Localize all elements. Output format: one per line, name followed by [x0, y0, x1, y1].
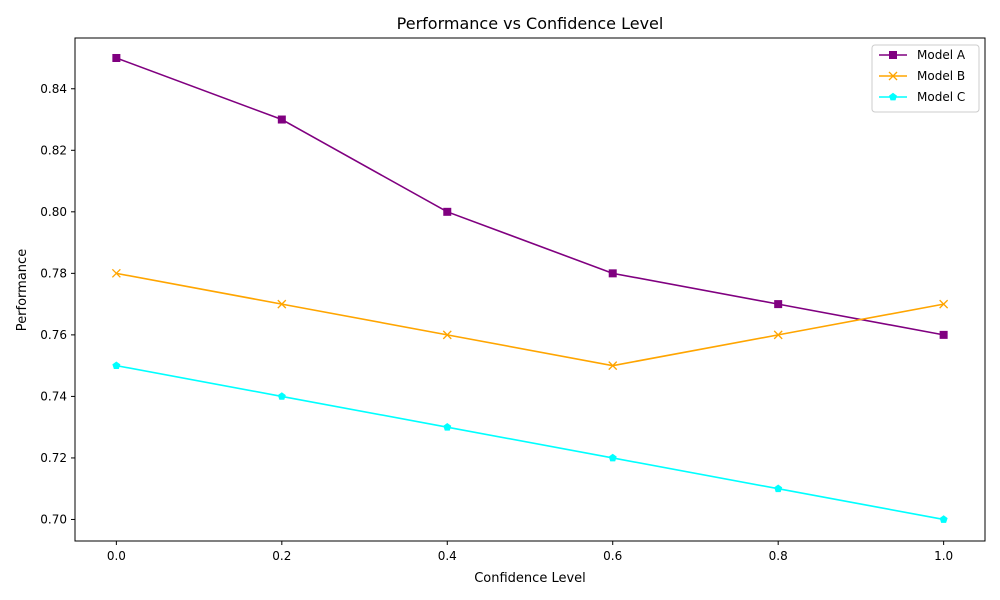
data-point	[277, 392, 286, 400]
legend-box	[871, 44, 980, 113]
legend: Model A Model B Model C	[871, 44, 980, 113]
y-tick-label: 0.84	[40, 82, 67, 96]
series-line	[116, 364, 944, 521]
legend-label: Model C	[917, 90, 965, 104]
series-line	[116, 272, 944, 367]
y-tick-label: 0.82	[40, 143, 67, 157]
data-point	[443, 207, 452, 216]
data-point	[608, 453, 617, 462]
y-tick-label: 0.72	[40, 451, 67, 465]
y-tick-label: 0.70	[40, 512, 67, 526]
x-tick-label: 0.4	[438, 549, 457, 563]
series-model-a	[112, 53, 948, 339]
x-tick-label: 0.2	[272, 549, 291, 563]
y-tick-label: 0.74	[40, 389, 67, 403]
legend-label: Model A	[917, 48, 966, 62]
data-point	[939, 330, 948, 339]
y-axis-ticks: 0.70 0.72 0.74 0.76 0.78 0.80 0.82 0.84	[40, 82, 75, 526]
x-axis-ticks: 0.0 0.2 0.4 0.6 0.8 1.0	[107, 541, 953, 563]
data-point	[773, 330, 783, 340]
chart-title: Performance vs Confidence Level	[397, 14, 664, 33]
x-tick-label: 0.8	[769, 549, 788, 563]
legend-marker	[889, 51, 897, 59]
data-point	[608, 269, 617, 278]
data-point	[112, 53, 121, 62]
y-tick-label: 0.80	[40, 205, 67, 219]
data-point	[442, 330, 452, 340]
data-point	[112, 361, 121, 370]
legend-label: Model B	[917, 69, 965, 83]
y-axis-label: Performance	[15, 249, 30, 331]
data-point	[443, 422, 452, 431]
data-point	[774, 484, 783, 493]
data-point	[939, 299, 949, 309]
data-point	[277, 115, 286, 124]
x-tick-label: 1.0	[934, 549, 953, 563]
x-tick-label: 0.0	[107, 549, 126, 563]
y-tick-label: 0.76	[40, 328, 67, 342]
data-point	[277, 299, 287, 309]
legend-item: Model B	[879, 69, 965, 83]
legend-marker	[889, 92, 897, 101]
plot-area	[111, 53, 949, 523]
series-model-b	[111, 268, 949, 371]
data-point	[939, 515, 948, 523]
data-point	[111, 268, 121, 278]
x-tick-label: 0.6	[603, 549, 622, 563]
data-point	[608, 361, 618, 371]
series-line	[116, 57, 944, 336]
axes-frame	[74, 37, 986, 542]
x-axis-label: Confidence Level	[474, 571, 586, 586]
y-tick-label: 0.78	[40, 266, 67, 280]
data-point	[774, 300, 783, 309]
legend-item: Model A	[879, 48, 966, 62]
legend-item: Model C	[879, 90, 965, 104]
series-model-c	[112, 361, 948, 523]
legend-marker	[888, 71, 898, 81]
